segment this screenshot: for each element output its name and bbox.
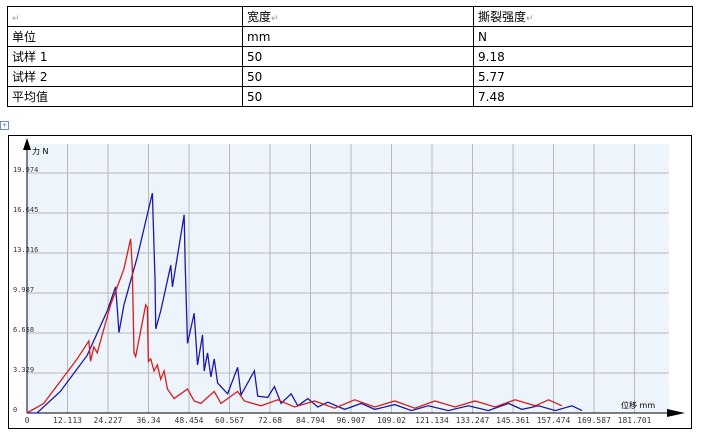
cell: mm — [242, 26, 474, 47]
x-tick-label: 84.794 — [296, 416, 325, 425]
y-tick-label: 13.316 — [13, 246, 38, 254]
object-anchor-icon[interactable]: + — [0, 121, 9, 130]
x-tick-label: 0 — [25, 416, 30, 425]
table-row: 单位 mm N — [7, 26, 693, 47]
cell: 9.18 — [473, 46, 693, 67]
x-tick-label: 60.567 — [215, 416, 244, 425]
x-axis-arrow — [667, 409, 685, 417]
x-tick-label: 12.113 — [53, 416, 82, 425]
y-tick-label: 3.329 — [13, 366, 34, 374]
x-tick-label: 24.227 — [94, 416, 123, 425]
x-tick-label: 181.701 — [618, 416, 652, 425]
series-line-1 — [27, 192, 583, 414]
y-tick-label: 16.645 — [13, 206, 38, 214]
x-tick-label: 72.68 — [258, 416, 282, 425]
header-cell: 宽度↵ — [242, 6, 474, 27]
cell: 试样 2 — [7, 66, 243, 87]
y-tick-label: 9.987 — [13, 286, 34, 294]
x-tick-label: 96.907 — [337, 416, 366, 425]
x-tick-label: 36.34 — [136, 416, 160, 425]
x-tick-label: 157.474 — [537, 416, 571, 425]
table-row: 试样 2 50 5.77 — [7, 66, 693, 87]
x-tick-label: 169.587 — [577, 416, 611, 425]
cell: 50 — [242, 46, 474, 67]
table-header-row: ↵ 宽度↵ 撕裂强度↵ — [7, 6, 693, 27]
table-row: 试样 1 50 9.18 — [7, 46, 693, 67]
strength-table: ↵ 宽度↵ 撕裂强度↵ 单位 mm N 试样 1 50 9.18 试样 2 50 5.77 … — [7, 6, 693, 107]
cell: 试样 1 — [7, 46, 243, 67]
header-cell: ↵ — [7, 6, 243, 27]
cell: 单位 — [7, 26, 243, 47]
x-tick-label: 121.134 — [415, 416, 449, 425]
x-tick-label: 145.361 — [496, 416, 530, 425]
x-tick-label: 133.247 — [456, 416, 490, 425]
x-axis-label: 位移 mm — [621, 400, 655, 410]
x-tick-label: 48.454 — [175, 416, 204, 425]
chart-svg: 0 12.113 24.227 36.34 48.454 60.567 72.68 84.79… — [13, 138, 685, 425]
y-axis-arrow — [23, 138, 31, 150]
cell: 50 — [242, 66, 474, 87]
table-row: 平均值 50 7.48 — [7, 86, 693, 107]
y-axis-label: 力 N — [32, 146, 49, 156]
y-tick-label: 0 — [13, 406, 17, 414]
cell: 50 — [242, 86, 474, 107]
cell: 5.77 — [473, 66, 693, 87]
x-tick-label: 109.02 — [377, 416, 406, 425]
cell: 7.48 — [473, 86, 693, 107]
header-cell: 撕裂强度↵ — [473, 6, 693, 27]
y-tick-label: 6.658 — [13, 326, 34, 334]
force-displacement-chart: 0 12.113 24.227 36.34 48.454 60.567 72.68 84.79… — [8, 135, 692, 429]
cell: N — [473, 26, 693, 47]
series-line-2 — [26, 238, 563, 414]
y-tick-label: 19.974 — [13, 166, 38, 174]
plot-area — [27, 144, 669, 413]
cell: 平均值 — [7, 86, 243, 107]
